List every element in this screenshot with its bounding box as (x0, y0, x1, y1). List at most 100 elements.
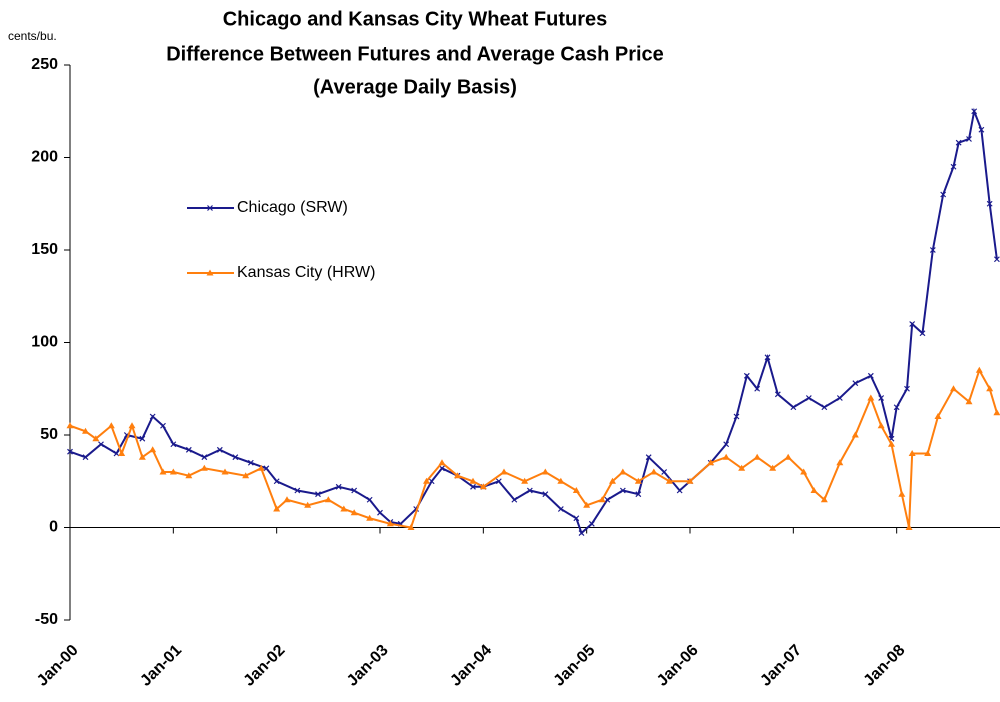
marker (335, 483, 342, 490)
marker (986, 385, 994, 392)
marker (273, 478, 280, 485)
marker (898, 490, 906, 497)
marker (428, 478, 435, 485)
marker (707, 459, 715, 466)
marker (800, 468, 808, 475)
marker (986, 200, 993, 207)
marker (572, 487, 580, 493)
marker (340, 505, 348, 512)
y-tick-label: 50 (40, 426, 58, 443)
x-tick-label: Jan-03 (344, 642, 392, 690)
marker (573, 515, 580, 522)
chart-title: (Average Daily Basis) (313, 76, 517, 98)
marker (200, 464, 208, 471)
marker (790, 404, 797, 411)
marker (893, 404, 900, 411)
marker (521, 477, 529, 484)
marker (294, 487, 301, 494)
y-tick-label: 200 (31, 149, 58, 166)
marker (908, 450, 916, 456)
marker (82, 454, 89, 461)
marker (557, 477, 565, 484)
marker (950, 385, 957, 392)
x-tick-label: Jan-05 (551, 642, 599, 690)
marker (919, 330, 926, 337)
marker (905, 524, 913, 530)
marker (257, 464, 265, 471)
y-tick-label: 250 (31, 56, 58, 73)
marker (423, 477, 430, 484)
marker (149, 413, 156, 420)
marker (764, 354, 771, 361)
marker (479, 483, 487, 490)
marker (82, 427, 89, 434)
marker (753, 453, 761, 460)
marker (221, 468, 229, 475)
marker (877, 422, 885, 429)
marker (769, 464, 777, 471)
marker (852, 380, 859, 387)
marker (836, 459, 844, 466)
marker (469, 477, 477, 484)
marker (588, 520, 595, 527)
marker (216, 446, 223, 453)
marker (511, 496, 518, 503)
marker (366, 514, 374, 521)
marker (128, 422, 136, 429)
marker (867, 372, 874, 379)
legend-marker (207, 205, 213, 211)
marker (619, 487, 626, 494)
marker (583, 501, 591, 508)
x-tick-label: Jan-06 (654, 642, 702, 690)
marker (526, 487, 533, 494)
marker (955, 139, 962, 146)
marker (743, 372, 750, 379)
marker (738, 464, 746, 471)
marker (686, 477, 694, 484)
marker (851, 431, 859, 438)
y-axis-label: cents/bu. (8, 29, 57, 43)
marker (609, 477, 616, 484)
marker (169, 468, 177, 475)
marker (578, 530, 585, 536)
marker (993, 256, 1000, 263)
marker (139, 435, 146, 442)
marker (386, 520, 394, 527)
marker (541, 468, 549, 475)
marker (722, 453, 730, 460)
marker (810, 487, 818, 493)
marker (350, 509, 358, 516)
marker (185, 446, 192, 453)
marker (542, 491, 549, 498)
marker (304, 501, 312, 508)
marker (201, 454, 208, 461)
marker (107, 422, 115, 429)
marker (971, 108, 978, 115)
x-tick-label: Jan-00 (34, 642, 82, 690)
marker (978, 126, 985, 133)
y-tick-label: 150 (31, 241, 58, 258)
marker (247, 459, 254, 466)
marker (454, 472, 461, 479)
marker (438, 459, 446, 466)
y-tick-label: 100 (31, 334, 58, 351)
marker (98, 441, 104, 448)
marker (820, 496, 828, 503)
marker (604, 496, 611, 503)
marker (867, 394, 875, 401)
x-tick-label: Jan-02 (241, 642, 289, 690)
marker (138, 453, 146, 460)
marker (500, 468, 508, 475)
marker (635, 491, 642, 498)
marker (966, 136, 972, 142)
marker (650, 468, 658, 475)
marker (232, 454, 239, 461)
marker (888, 440, 895, 447)
marker (159, 468, 167, 475)
marker (665, 477, 673, 484)
marker (950, 163, 957, 170)
marker (934, 413, 942, 419)
marker (283, 496, 291, 503)
marker (909, 321, 916, 327)
marker (598, 496, 606, 503)
